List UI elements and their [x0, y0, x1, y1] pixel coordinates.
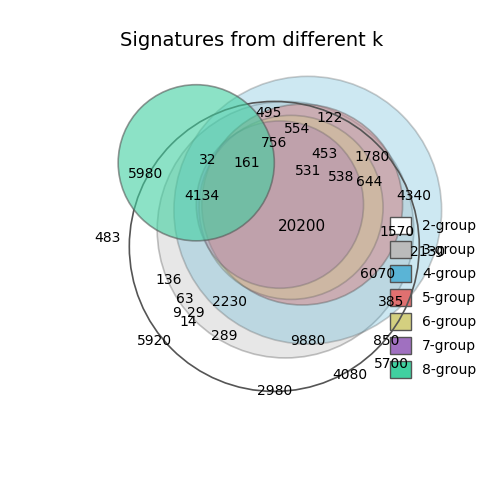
- Text: 6070: 6070: [360, 267, 395, 281]
- Text: 756: 756: [261, 136, 287, 150]
- Text: 644: 644: [356, 175, 383, 190]
- Legend: 2-group, 3-group, 4-group, 5-group, 6-group, 7-group, 8-group: 2-group, 3-group, 4-group, 5-group, 6-gr…: [385, 212, 482, 383]
- Text: 4340: 4340: [396, 189, 431, 203]
- Text: 850: 850: [372, 334, 399, 348]
- Text: 2230: 2230: [212, 295, 247, 309]
- Text: 1570: 1570: [380, 225, 415, 239]
- Text: 483: 483: [94, 231, 120, 245]
- Text: 63: 63: [176, 292, 194, 306]
- Text: 5700: 5700: [374, 356, 409, 370]
- Text: 2130: 2130: [410, 245, 445, 259]
- Text: 385: 385: [378, 295, 405, 309]
- Title: Signatures from different k: Signatures from different k: [120, 31, 384, 50]
- Text: 9880: 9880: [290, 334, 326, 348]
- Text: 20200: 20200: [278, 219, 326, 234]
- Text: 14: 14: [179, 314, 197, 329]
- Text: 2980: 2980: [257, 385, 292, 398]
- Text: 161: 161: [233, 156, 260, 170]
- Text: 122: 122: [317, 111, 343, 125]
- Text: 9: 9: [172, 306, 181, 321]
- Text: 531: 531: [294, 164, 321, 178]
- Text: 554: 554: [283, 122, 310, 136]
- Circle shape: [196, 121, 363, 288]
- Text: 495: 495: [256, 106, 282, 119]
- Text: 453: 453: [311, 147, 338, 161]
- Text: 29: 29: [187, 306, 205, 321]
- Circle shape: [199, 115, 383, 299]
- Circle shape: [202, 104, 403, 305]
- Text: 136: 136: [155, 273, 181, 287]
- Circle shape: [174, 76, 442, 344]
- Text: 5920: 5920: [137, 334, 172, 348]
- Circle shape: [118, 85, 274, 241]
- Text: 4134: 4134: [184, 189, 219, 203]
- Text: 5980: 5980: [129, 167, 164, 181]
- Text: 4080: 4080: [332, 368, 367, 382]
- Text: 32: 32: [199, 153, 216, 167]
- Text: 1780: 1780: [354, 150, 390, 164]
- Circle shape: [157, 101, 414, 358]
- Text: 538: 538: [328, 170, 354, 184]
- Text: 289: 289: [211, 329, 237, 343]
